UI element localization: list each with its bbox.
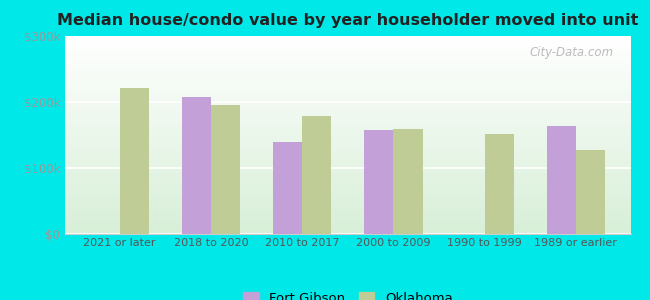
Title: Median house/condo value by year householder moved into unit: Median house/condo value by year househo…	[57, 13, 638, 28]
Bar	[273, 142, 302, 234]
Bar	[484, 134, 514, 234]
Bar	[302, 116, 332, 234]
Bar	[182, 97, 211, 234]
Legend: Fort Gibson, Oklahoma: Fort Gibson, Oklahoma	[237, 286, 458, 300]
Bar	[547, 126, 576, 234]
Bar	[364, 130, 393, 234]
Bar	[576, 150, 605, 234]
Text: City-Data.com: City-Data.com	[529, 46, 614, 59]
Bar	[393, 129, 422, 234]
Bar	[211, 105, 240, 234]
Bar	[120, 88, 149, 234]
